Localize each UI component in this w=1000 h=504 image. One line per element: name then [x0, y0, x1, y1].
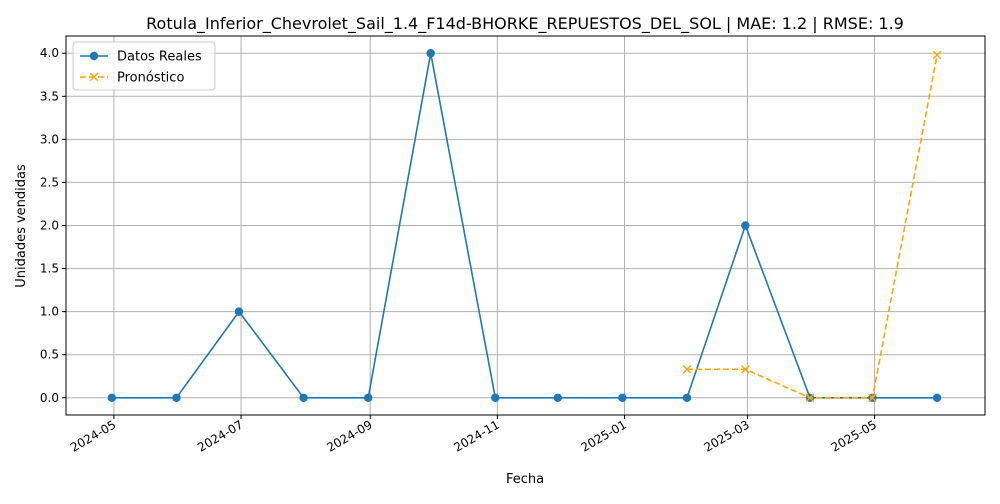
- y-tick-label: 4.0: [40, 46, 59, 60]
- data-point: [172, 393, 181, 402]
- data-point: [932, 50, 942, 60]
- data-point: [363, 393, 373, 402]
- data-point: [426, 49, 435, 58]
- data-point: [234, 307, 244, 316]
- legend-label: Datos Reales: [117, 50, 202, 65]
- data-point: [805, 393, 815, 403]
- axis-ticks: 0.0 0.5 1.0 1.5 2.0 2.5 3.0 3.5 4.0 2024-05 2024-0…: [40, 46, 879, 454]
- legend-item: Pronóstico: [80, 71, 184, 86]
- x-tick-label: 2024-07: [195, 417, 245, 454]
- legend: Datos Reales Pronóstico: [72, 41, 216, 91]
- data-point: [107, 393, 117, 402]
- y-tick-label: 2.5: [40, 175, 59, 189]
- data-point: [618, 393, 627, 402]
- x-axis-label: Fecha: [506, 472, 544, 487]
- data-point: [868, 393, 877, 403]
- data-point: [741, 365, 750, 374]
- data-point: [741, 221, 750, 230]
- legend-label: Pronóstico: [117, 71, 184, 86]
- y-tick-label: 0.5: [40, 348, 59, 362]
- data-point: [932, 393, 942, 402]
- data-point: [491, 393, 500, 402]
- y-axis-label: Unidades vendidas: [14, 164, 29, 288]
- x-tick-label: 2024-11: [451, 417, 501, 454]
- grid: [66, 36, 985, 415]
- legend-items: Datos Reales Pronóstico: [80, 50, 202, 86]
- x-tick-label: 2025-05: [829, 417, 879, 454]
- series-line: [111, 53, 938, 399]
- series-layer: [107, 49, 942, 403]
- y-tick-label: 0.0: [40, 391, 59, 405]
- x-tick-label: 2024-05: [68, 417, 118, 454]
- x-tick-label: 2025-01: [579, 417, 629, 454]
- series-line: [687, 54, 938, 399]
- data-point: [682, 365, 692, 374]
- legend-marker: [89, 72, 99, 82]
- data-point: [299, 393, 308, 402]
- chart-title: Rotula_Inferior_Chevrolet_Sail_1.4_F14d-…: [146, 14, 904, 34]
- y-tick-label: 1.5: [40, 262, 59, 276]
- data-point: [682, 393, 692, 402]
- x-tick-label: 2024-09: [324, 417, 374, 454]
- y-tick-label: 3.0: [40, 132, 59, 146]
- y-tick-label: 2.0: [40, 219, 59, 233]
- y-tick-label: 1.0: [40, 305, 59, 319]
- data-point: [553, 393, 563, 402]
- x-tick-label: 2025-03: [702, 417, 752, 454]
- legend-box: [72, 41, 216, 91]
- legend-marker: [89, 51, 99, 61]
- legend-item: Datos Reales: [80, 50, 202, 65]
- series-1: [682, 50, 942, 403]
- y-tick-label: 3.5: [40, 89, 59, 103]
